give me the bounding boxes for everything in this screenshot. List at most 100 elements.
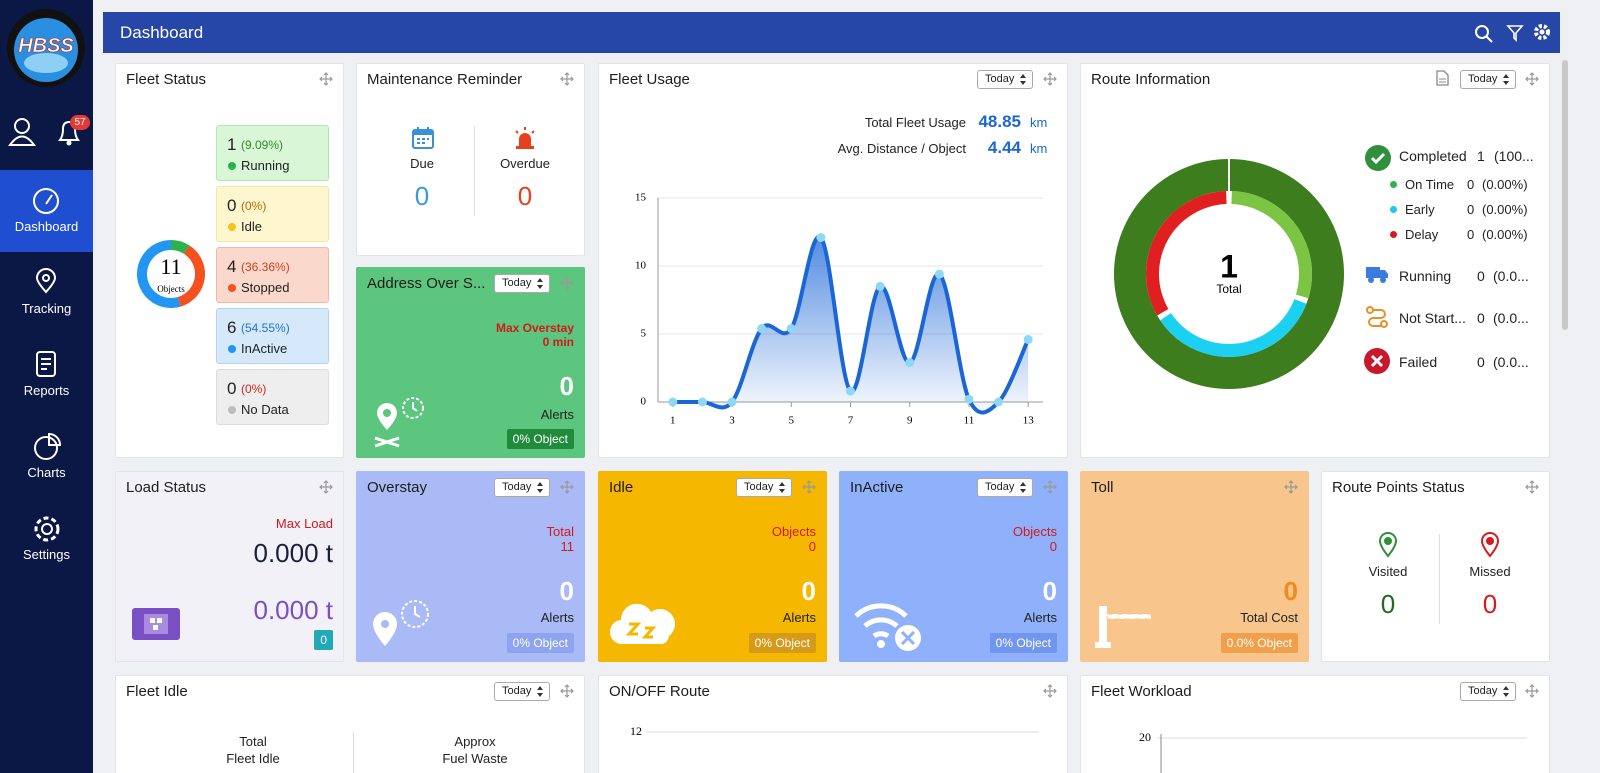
period-select[interactable]: Today [494, 274, 550, 293]
move-handle[interactable] [560, 684, 574, 698]
alerts-value: 0 [559, 576, 574, 606]
failed-icon [1364, 348, 1390, 374]
nav-icon [33, 188, 59, 214]
logo[interactable]: HBSS [6, 8, 86, 88]
fleet-workload-card: Fleet Workload Today 20 [1080, 675, 1550, 773]
nav-item[interactable]: Reports [0, 334, 93, 416]
usage-point [994, 397, 1004, 407]
move-handle[interactable] [802, 480, 816, 494]
card-title: Toll [1091, 479, 1114, 496]
move-handle[interactable] [560, 276, 574, 290]
total-label: Total [239, 734, 267, 749]
max-value: 0.000 t [253, 538, 333, 568]
filter-icon[interactable] [1506, 23, 1526, 43]
move-handle[interactable] [1043, 480, 1057, 494]
visited-label: Visited [1368, 564, 1408, 579]
alerts-label: Alerts [540, 610, 574, 625]
period-select[interactable]: Today [736, 478, 792, 497]
donut-segment [136, 240, 181, 308]
move-handle[interactable] [1043, 684, 1057, 698]
card-title: Route Information [1091, 71, 1211, 88]
status-dot [228, 223, 236, 231]
status-percent: (0%) [241, 199, 267, 213]
other-percent: (0.0... [1493, 310, 1529, 326]
donut-segment [177, 245, 205, 307]
cost-value: 0 [1283, 576, 1298, 606]
period-select[interactable]: Today [1460, 70, 1516, 89]
sub-label: On Time [1405, 177, 1455, 192]
nav-item[interactable]: Dashboard [0, 170, 93, 252]
move-handle[interactable] [319, 480, 333, 494]
user-icon[interactable] [8, 116, 38, 148]
missed-label: Missed [1469, 564, 1511, 579]
x-tick-label: 1 [670, 415, 676, 427]
objects-label: Objects [1012, 524, 1057, 539]
missed-value: 0 [1482, 589, 1498, 619]
bell-icon[interactable] [56, 118, 82, 148]
move-handle[interactable] [560, 72, 574, 86]
y-tick-label: 10 [635, 260, 647, 272]
nav-label: Settings [23, 547, 70, 562]
other-label: Not Start... [1399, 310, 1466, 326]
status-label: No Data [241, 402, 289, 417]
move-icon [560, 480, 574, 494]
period-select[interactable]: Today [494, 478, 550, 497]
sub-dot [1390, 231, 1397, 238]
status-dot [228, 345, 236, 353]
x-tick-label: 3 [729, 415, 735, 427]
period-select[interactable]: Today [977, 478, 1033, 497]
usage-point [816, 232, 826, 242]
card-title: Maintenance Reminder [367, 71, 523, 88]
sub-label: Early [1405, 202, 1435, 217]
total-label: Total [1216, 282, 1241, 296]
period-select[interactable]: Today [1460, 682, 1516, 701]
nav-label: Charts [27, 465, 66, 480]
usage-point [875, 281, 885, 291]
search-icon[interactable] [1474, 23, 1496, 45]
move-handle[interactable] [319, 72, 333, 86]
scrollbar[interactable] [1562, 60, 1568, 330]
max-label: Max Overstay [495, 321, 574, 335]
move-arrows [1525, 480, 1539, 494]
nav-item[interactable]: Tracking [0, 252, 93, 334]
move-handle[interactable] [1043, 72, 1057, 86]
sub-percent: (0.00%) [1482, 227, 1528, 242]
approx-label: Fuel Waste [442, 751, 508, 766]
route-chart: 12 [630, 724, 1039, 738]
sub-dot [1390, 206, 1397, 213]
move-icon [1284, 480, 1298, 494]
other-count: 0 [1477, 310, 1485, 326]
report-icon[interactable] [1435, 70, 1449, 86]
usage-point [1023, 334, 1033, 344]
move-handle[interactable] [1525, 684, 1539, 698]
inactive-icon [854, 603, 921, 651]
status-count: 0 [227, 196, 237, 215]
completed-count: 1 [1477, 148, 1485, 164]
sub-count: 0 [1467, 177, 1475, 192]
page-title: Dashboard [120, 23, 204, 42]
usage-point [757, 324, 767, 334]
nav-item[interactable]: Charts [0, 416, 93, 498]
status-ring [1231, 191, 1312, 299]
nav-item[interactable]: Settings [0, 498, 93, 580]
y-tick-label: 5 [641, 328, 647, 340]
other-label: Failed [1399, 354, 1438, 370]
move-handle[interactable] [1525, 480, 1539, 494]
move-handle[interactable] [1525, 72, 1539, 86]
move-icon [1525, 480, 1539, 494]
settings-icon[interactable] [1532, 22, 1552, 42]
period-select[interactable]: Today [494, 682, 550, 701]
y-tick-label: 20 [1139, 730, 1151, 744]
usage-point [846, 386, 855, 396]
move-icon [1525, 684, 1539, 698]
period-select[interactable]: Today [977, 70, 1033, 89]
other-count: 0 [1477, 354, 1485, 370]
logo-text: HBSS [18, 35, 74, 57]
move-handle[interactable] [560, 480, 574, 494]
header: Dashboard [103, 12, 1560, 53]
status-percent: (9.09%) [241, 138, 284, 152]
status-donut: 11 Objects [136, 240, 205, 308]
y-tick-label: 15 [635, 192, 647, 204]
move-handle[interactable] [1284, 480, 1298, 494]
